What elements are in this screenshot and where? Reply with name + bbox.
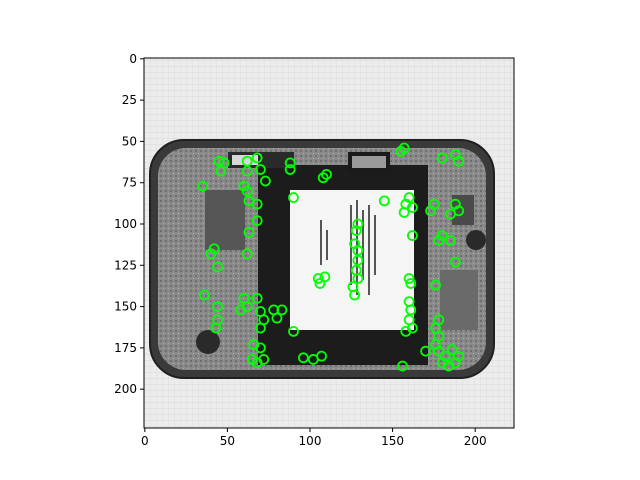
y-tick-label: 125 [114,258,137,272]
x-tick-label: 150 [381,434,404,448]
keypoint-marker [352,218,364,230]
keypoint-marker [271,312,283,324]
keypoint-marker [403,273,415,284]
keypoint-marker [212,301,223,312]
keypoint-marker [251,152,263,164]
keypoint-marker [317,172,329,184]
keypoint-marker [446,344,458,355]
keypoint-marker [378,195,390,207]
keypoint-marker [420,345,432,357]
keypoint-marker [350,225,362,237]
y-tick-label: 25 [122,93,137,107]
keypoint-marker [321,169,332,180]
keypoint-marker [258,354,270,365]
keypoint-marker [433,235,445,246]
x-axis: 0 50 100 150 200 [141,428,487,448]
keypoint-marker [443,360,455,372]
y-tick-label: 50 [122,134,137,148]
keypoint-marker [215,165,227,177]
y-tick-label: 175 [114,341,137,355]
keypoint-marker [288,192,299,203]
keypoint-marker [208,243,220,255]
keypoint-marker [255,342,266,354]
keypoint-marker [288,325,299,337]
y-axis: 0 25 50 75 100 125 150 175 200 [114,52,144,396]
keypoint-marker [425,205,436,217]
y-tick-label: 100 [114,217,137,231]
x-tick-label: 200 [464,434,487,448]
keypoint-marker [235,304,247,316]
keypoint-marker [284,164,296,175]
keypoint-marker [241,165,253,177]
keypoint-marker [197,180,209,192]
y-tick-label: 75 [122,176,137,190]
keypoint-marker [210,322,222,334]
keypoint-marker [260,175,271,187]
keypoint-marker [312,273,324,284]
keypoint-marker [395,145,407,157]
keypoint-marker [276,304,288,316]
keypoint-marker [436,152,448,164]
keypoint-marker [398,142,410,154]
keypoint-marker [213,155,225,167]
y-tick-label: 150 [114,300,137,314]
keypoint-marker [241,248,253,260]
keypoint-marker [241,155,253,167]
keypoint-marker [349,289,361,301]
keypoint-marker [400,325,412,337]
keypoint-marker [352,254,364,266]
x-tick-label: 0 [141,434,149,448]
keypoint-marker [445,208,456,220]
keypoint-marker [212,261,223,273]
keypoint-marker [297,352,309,364]
x-tick-label: 100 [299,434,322,448]
keypoint-marker [407,202,418,213]
keypoint-marker [241,185,253,197]
keypoint-marker [445,235,456,246]
keypoint-marker [251,198,263,210]
keypoint-marker [405,278,417,289]
axes-frame [143,57,515,429]
keypoint-marker [255,322,266,334]
keypoint-marker [255,164,266,175]
keypoint-marker [319,271,331,283]
keypoint-marker [397,360,408,372]
keypoint-marker [453,155,465,167]
keypoint-marker [251,215,263,227]
keypoint-marker [251,292,263,304]
keypoint-markers [197,142,465,372]
keypoint-marker [284,157,296,169]
keypoint-marker [198,289,210,301]
x-tick-label: 50 [220,434,235,448]
keypoint-marker [352,245,364,256]
photo-image [144,58,514,428]
keypoint-marker [398,207,410,218]
keypoint-marker [449,256,461,268]
keypoint-marker [352,273,364,284]
keypoint-marker [316,350,327,362]
keypoint-marker [405,304,417,316]
keypoint-marker [243,226,255,238]
keypoint-marker [407,230,418,241]
y-tick-label: 0 [129,52,137,66]
y-tick-label: 200 [114,382,137,396]
keypoint-marker [430,279,441,291]
